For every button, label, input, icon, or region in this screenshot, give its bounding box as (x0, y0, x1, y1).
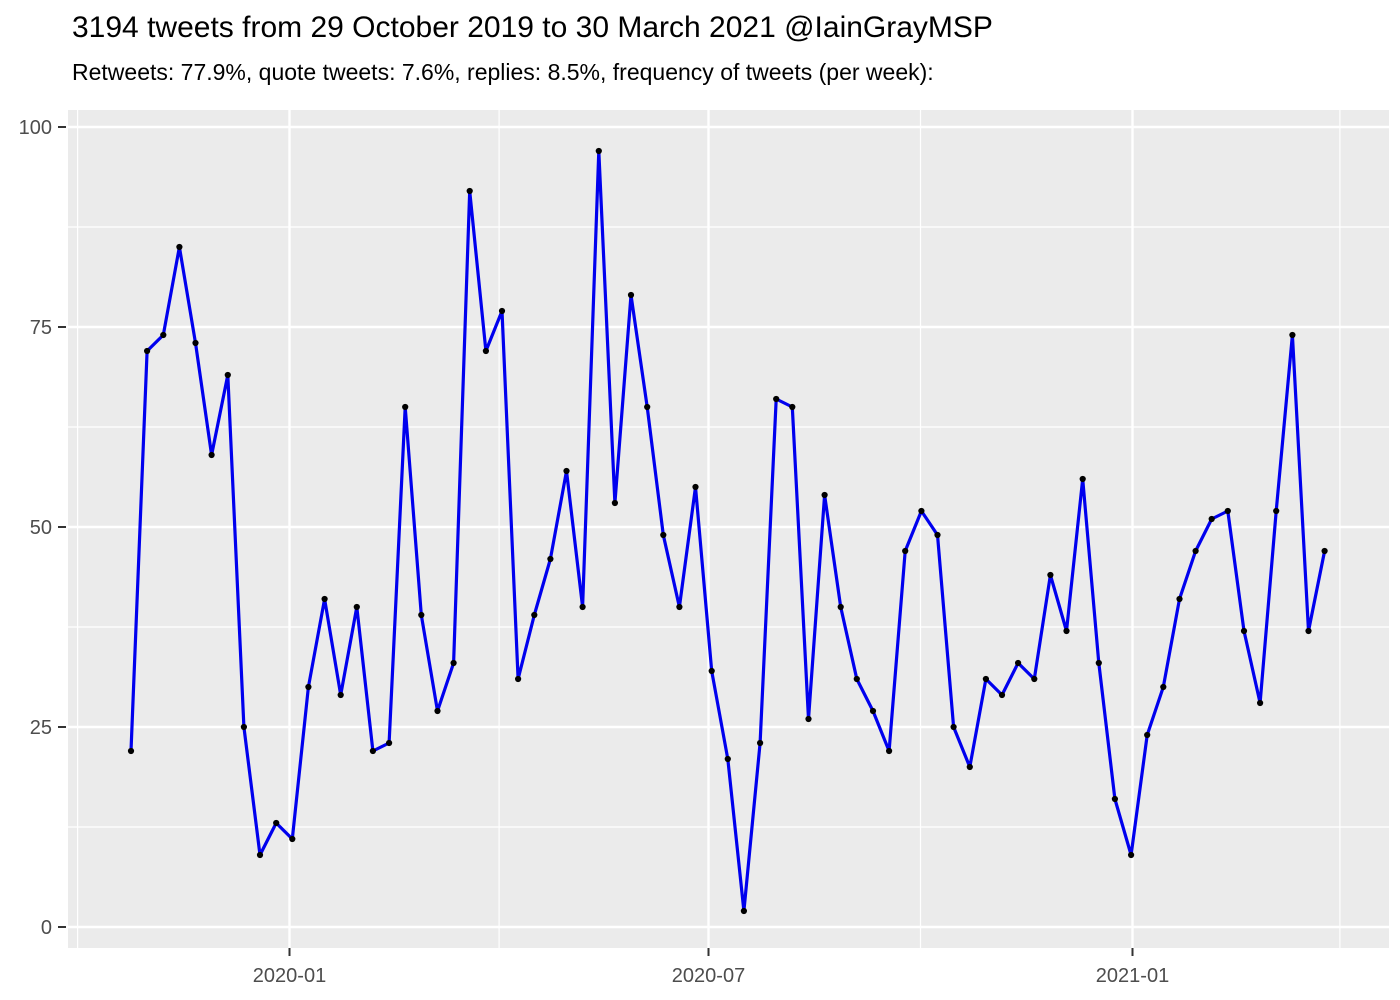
data-point (337, 691, 344, 699)
data-point (515, 675, 522, 683)
data-point (1047, 571, 1054, 579)
data-point (127, 747, 135, 755)
data-point (1079, 475, 1086, 483)
data-point (724, 755, 731, 763)
data-point (918, 507, 925, 515)
data-point (547, 555, 554, 563)
y-axis-tick-label: 50 (30, 517, 52, 539)
data-point (482, 347, 489, 355)
data-point (966, 763, 973, 771)
data-point (1111, 795, 1118, 803)
y-axis-tick-label: 100 (19, 117, 52, 139)
data-point (256, 851, 264, 859)
data-point (289, 835, 296, 843)
data-point (805, 715, 812, 723)
plot-panel-background (68, 110, 1389, 948)
data-point (305, 683, 312, 691)
data-point (611, 499, 619, 507)
data-point (1095, 659, 1102, 667)
data-point (418, 611, 425, 619)
x-axis-tick-label: 2021-01 (1096, 965, 1169, 987)
data-point (1160, 683, 1167, 691)
data-point (934, 531, 941, 539)
data-point (902, 547, 909, 555)
data-point (789, 403, 796, 411)
data-point (1224, 507, 1231, 515)
x-axis-tick-label: 2020-01 (253, 965, 326, 987)
data-point (192, 339, 199, 347)
data-point (224, 371, 231, 379)
data-point (450, 659, 457, 667)
data-point (1257, 699, 1264, 707)
data-point (837, 603, 844, 611)
data-point (353, 603, 360, 611)
data-point (627, 291, 635, 299)
data-point (466, 187, 473, 195)
data-point (708, 667, 715, 675)
data-point (563, 467, 570, 475)
data-point (240, 723, 247, 731)
data-point (1031, 675, 1038, 683)
data-point (676, 603, 683, 611)
data-point (773, 395, 780, 403)
data-point (160, 331, 167, 339)
data-point (950, 723, 957, 731)
data-point (1240, 627, 1248, 635)
data-point (1321, 547, 1328, 555)
data-point (1128, 851, 1135, 859)
data-point (208, 451, 215, 459)
y-axis-tick-label: 25 (30, 717, 52, 739)
data-point (660, 531, 667, 539)
data-point (644, 403, 651, 411)
data-point (579, 603, 586, 611)
data-point (1144, 731, 1151, 739)
data-point (369, 747, 376, 755)
y-axis-tick-label: 75 (30, 317, 52, 339)
data-point (1176, 595, 1183, 603)
chart-title: 3194 tweets from 29 October 2019 to 30 M… (72, 11, 993, 44)
data-point (1192, 547, 1199, 555)
data-point (1305, 627, 1312, 635)
data-point (144, 347, 151, 355)
data-point (998, 691, 1006, 699)
data-point (1273, 507, 1280, 515)
data-point (853, 675, 860, 683)
data-point (595, 147, 602, 155)
x-axis-tick-label: 2020-07 (672, 965, 745, 987)
chart-subtitle: Retweets: 77.9%, quote tweets: 7.6%, rep… (72, 59, 934, 85)
data-point (531, 611, 538, 619)
y-axis-tick-label: 0 (41, 917, 52, 939)
data-point (692, 483, 699, 491)
data-point (757, 739, 764, 747)
data-point (273, 819, 280, 827)
data-point (498, 307, 506, 315)
data-point (402, 403, 409, 411)
data-point (386, 739, 393, 747)
data-point (821, 491, 828, 499)
data-point (434, 707, 441, 715)
data-point (1063, 627, 1070, 635)
data-point (869, 707, 877, 715)
data-point (176, 243, 183, 251)
data-point (740, 907, 748, 915)
data-point (886, 747, 893, 755)
data-point (982, 675, 990, 683)
data-point (1289, 331, 1296, 339)
data-point (321, 595, 328, 603)
data-point (1015, 659, 1022, 667)
data-point (1208, 515, 1215, 523)
